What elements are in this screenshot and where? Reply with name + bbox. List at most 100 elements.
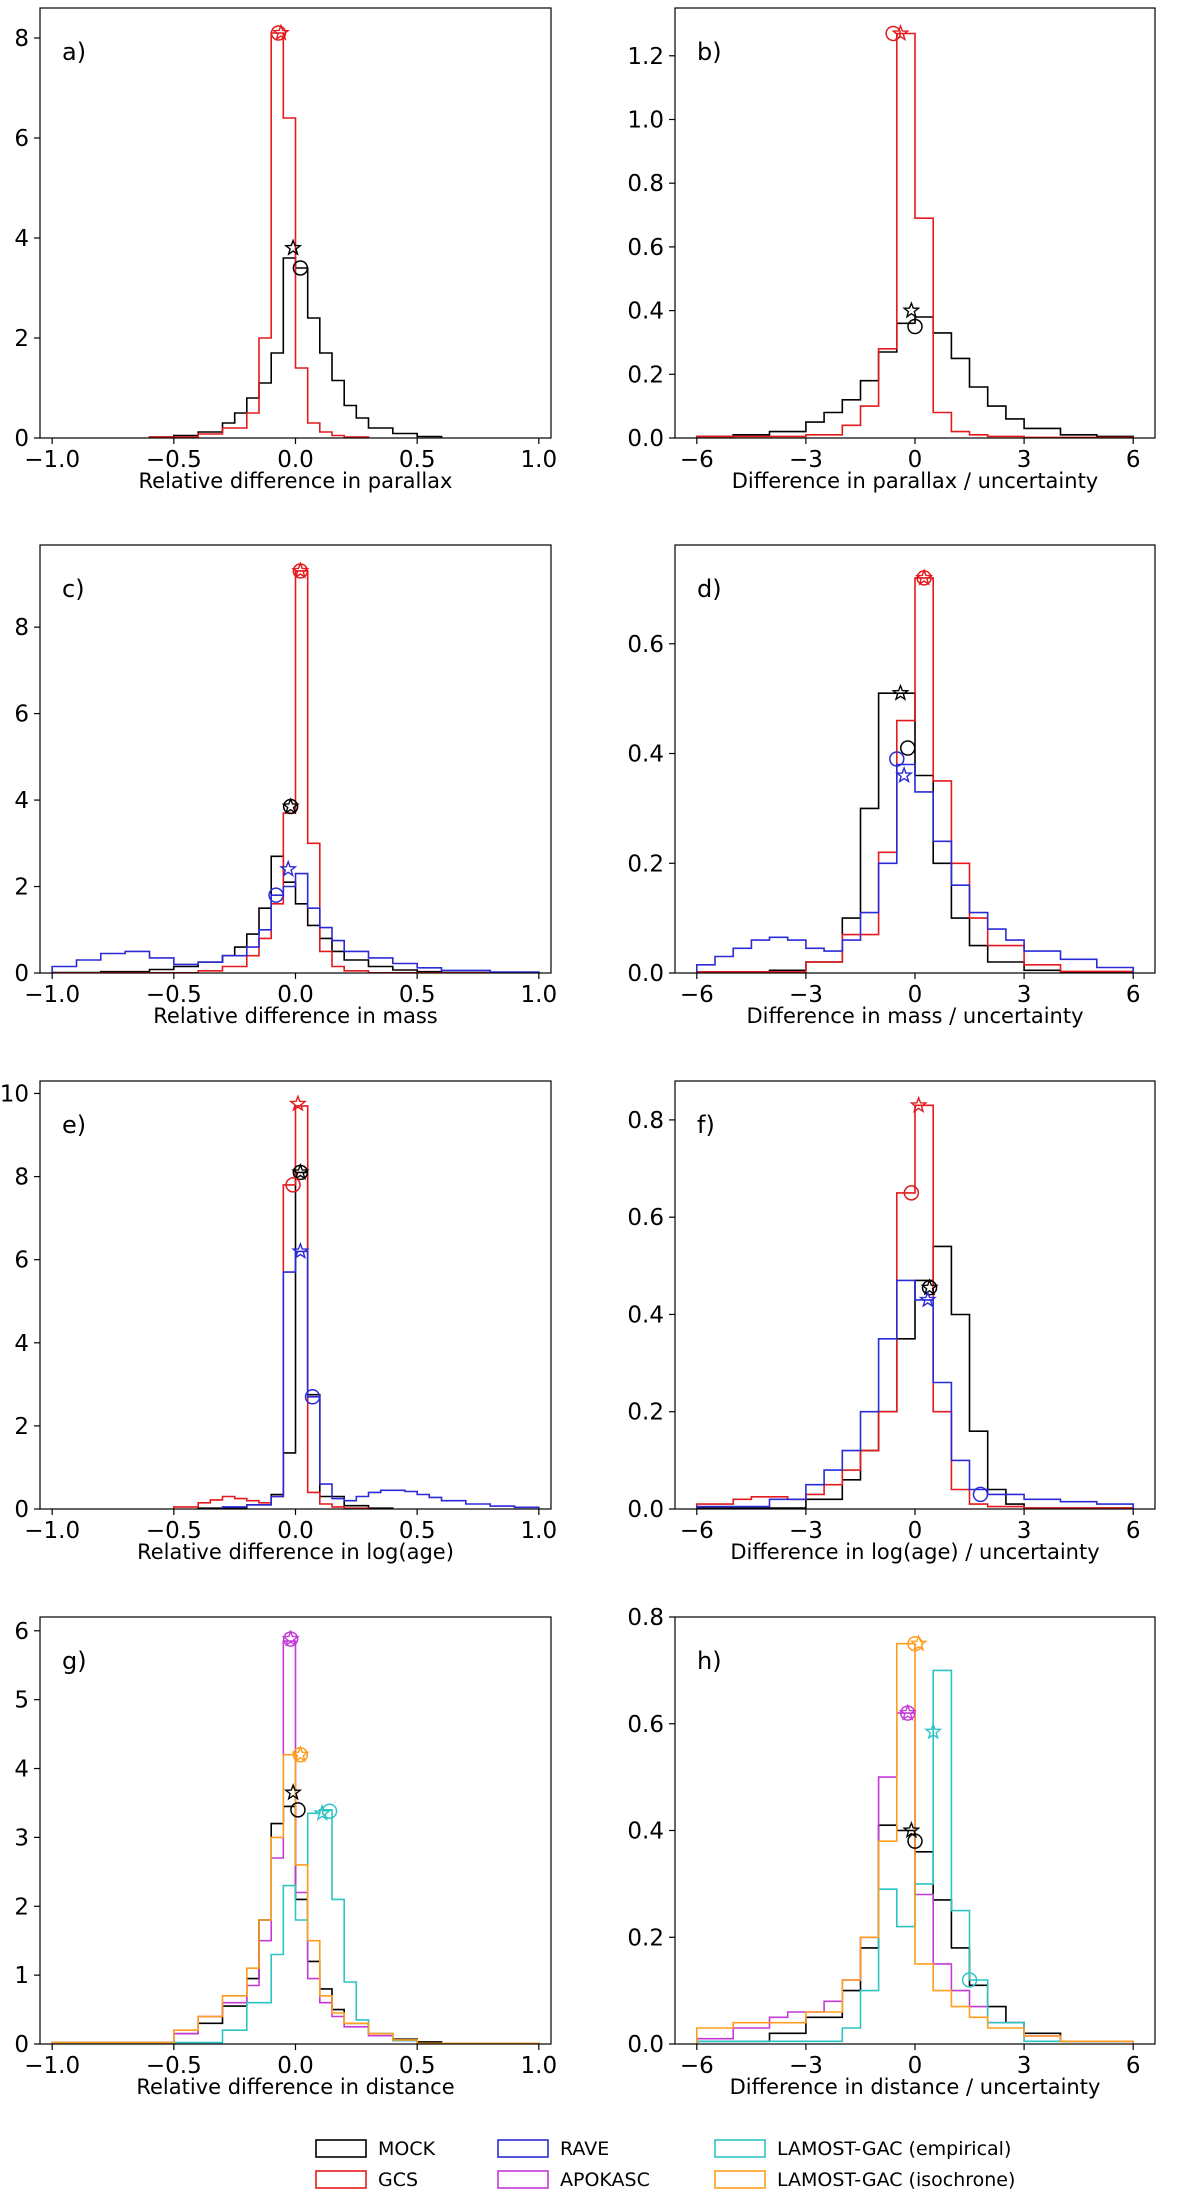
panel-d: −6 −3 0 3 6 0.0 0.2 0.4 0.6 d) Difference in mass …: [627, 544, 1156, 1028]
y-tick-label: 0: [14, 961, 29, 987]
y-tick-label: 8: [14, 615, 29, 641]
mean-circle-marker: [321, 1803, 338, 1819]
mean-circle-marker: [899, 740, 916, 756]
y-tick-label: 0.2: [627, 362, 664, 388]
y-tick-label: 0.6: [627, 235, 664, 261]
x-axis-label: Relative difference in distance: [136, 2075, 454, 2099]
y-tick-label: 0.0: [627, 961, 664, 987]
x-axis-label: Difference in mass / uncertainty: [746, 1004, 1083, 1028]
histogram-rave: [696, 763, 1134, 973]
median-star-marker: [895, 765, 914, 784]
histogram-gcs: [696, 32, 1134, 438]
legend-item: APOKASC: [497, 2169, 650, 2191]
panel-f: −6 −3 0 3 6 0.0 0.2 0.4 0.6 0.8 f) Difference in lo…: [627, 1080, 1156, 1564]
x-tick-label: −0.5: [146, 2053, 202, 2079]
y-tick-label: 5: [14, 1688, 29, 1714]
y-tick-label: 6: [14, 1619, 29, 1645]
y-tick-label: 4: [14, 226, 29, 252]
x-tick-label: −6: [680, 447, 714, 473]
panel-data: [51, 1640, 540, 2044]
y-tick-label: 0.4: [627, 299, 664, 325]
x-tick-label: −6: [680, 2053, 714, 2079]
x-tick-label: 0.0: [277, 1518, 314, 1544]
y-tick-label: 0.8: [627, 1605, 664, 1631]
y-tick-label: 8: [14, 26, 29, 52]
x-tick-label: 1.0: [521, 2053, 558, 2079]
x-axis-label: Relative difference in mass: [153, 1004, 437, 1028]
y-tick-label: 0.8: [627, 171, 664, 197]
median-star-marker: [891, 23, 910, 42]
x-tick-label: 0: [908, 2053, 923, 2079]
legend-label: RAVE: [560, 2138, 609, 2160]
median-star-marker: [909, 1095, 928, 1114]
y-tick-label: 0.8: [627, 1108, 664, 1134]
panel-c: −1.0 −0.5 0.0 0.5 1.0 0 2 4 6 8 c) Relative differe…: [14, 544, 558, 1028]
median-star-marker: [283, 238, 303, 256]
legend-item: RAVE: [497, 2138, 609, 2160]
panel-g: −1.0 −0.5 0.0 0.5 1.0 0 1 2 3 4 5 6 g) Relative diffe…: [14, 1616, 558, 2099]
histogram-gcs: [696, 577, 1134, 973]
panel-b: −6 −3 0 3 6 0.0 0.2 0.4 0.6 0.8 1.0 1.2 b) Difference…: [627, 7, 1156, 493]
y-tick-label: 4: [14, 1757, 29, 1783]
panel-label: b): [697, 38, 722, 66]
legend-label: APOKASC: [560, 2169, 650, 2191]
legend-item: LAMOST-GAC (empirical): [714, 2138, 1011, 2160]
y-tick-label: 6: [14, 702, 29, 728]
median-star-marker: [902, 301, 921, 319]
y-tick-label: 0.2: [627, 1400, 664, 1426]
x-tick-label: 0: [908, 982, 923, 1008]
panel-label: g): [62, 1647, 87, 1675]
median-star-marker: [279, 859, 298, 877]
x-tick-label: −0.5: [146, 982, 202, 1008]
x-tick-label: −3: [789, 982, 823, 1008]
histogram-mock: [696, 1245, 1134, 1509]
y-tick-label: 0.2: [627, 851, 664, 877]
median-star-marker: [288, 1094, 308, 1112]
histogram-rave: [696, 1279, 1134, 1509]
median-star-marker: [891, 683, 910, 701]
median-star-marker: [291, 561, 310, 579]
x-tick-label: 0.0: [277, 982, 314, 1008]
x-tick-label: 0.0: [277, 2053, 314, 2079]
y-tick-label: 1.0: [627, 107, 664, 133]
y-tick-label: 2: [14, 1414, 29, 1440]
mean-circle-marker: [268, 887, 284, 903]
x-tick-label: 3: [1017, 982, 1032, 1008]
x-axis-label: Relative difference in log(age): [137, 1540, 454, 1564]
x-axis-label: Difference in parallax / uncertainty: [732, 469, 1098, 493]
x-tick-label: 1.0: [521, 982, 558, 1008]
median-star-marker: [291, 1241, 310, 1260]
mean-circle-marker: [304, 1389, 321, 1405]
x-tick-label: −1.0: [24, 2053, 80, 2079]
y-tick-label: 0.0: [627, 1497, 664, 1523]
median-star-marker: [281, 797, 300, 815]
legend-swatch: [714, 2170, 766, 2189]
mean-circle-marker: [903, 1185, 920, 1201]
x-tick-label: −1.0: [24, 447, 80, 473]
x-axis-label: Difference in distance / uncertainty: [730, 2075, 1101, 2099]
mean-circle-marker: [285, 1177, 301, 1193]
x-tick-label: −1.0: [24, 1518, 80, 1544]
x-tick-label: −3: [789, 1518, 823, 1544]
x-axis-label: Relative difference in parallax: [139, 469, 453, 493]
y-tick-label: 1: [14, 1963, 29, 1989]
legend-label: GCS: [378, 2169, 418, 2191]
y-tick-label: 0.6: [627, 1205, 664, 1231]
median-star-marker: [271, 23, 290, 41]
median-star-marker: [898, 1703, 917, 1721]
y-tick-label: 8: [14, 1165, 29, 1191]
y-tick-label: 0: [14, 1497, 29, 1523]
y-tick-label: 0: [14, 2032, 29, 2058]
y-tick-label: 0.6: [627, 632, 664, 658]
y-tick-label: 0.0: [627, 2032, 664, 2058]
y-tick-label: 0.4: [627, 742, 664, 768]
panel-label: e): [62, 1111, 86, 1139]
median-star-marker: [920, 1278, 939, 1296]
median-star-marker: [281, 1629, 300, 1647]
x-tick-label: 6: [1126, 2053, 1141, 2079]
x-tick-label: 1.0: [521, 1518, 558, 1544]
panel-label: c): [62, 575, 85, 603]
x-tick-label: 0.5: [399, 982, 436, 1008]
y-tick-label: 2: [14, 326, 29, 352]
mean-circle-marker: [961, 1972, 978, 1988]
